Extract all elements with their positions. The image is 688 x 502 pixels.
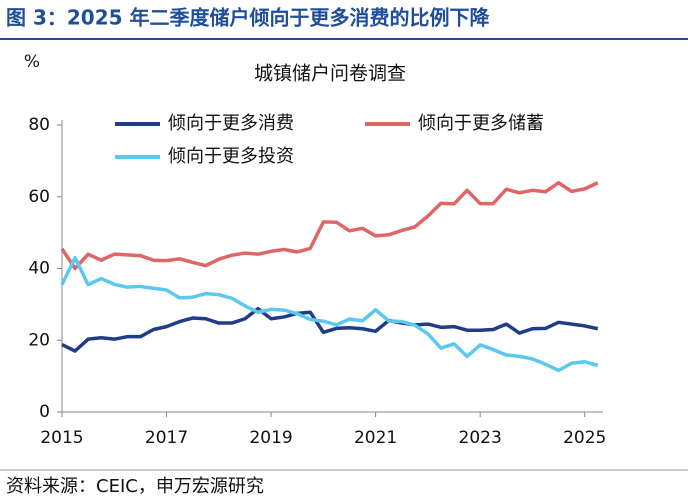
x-tick-label: 2015: [40, 428, 83, 448]
x-tick-label: 2023: [459, 428, 502, 448]
legend-label: 倾向于更多投资: [168, 146, 294, 167]
series-line: [60, 255, 599, 373]
x-tick-label: 2021: [354, 428, 397, 448]
x-tick-label: 2019: [249, 428, 292, 448]
chart-title: 城镇储户问卷调查: [254, 63, 406, 85]
y-tick-label: 40: [28, 259, 50, 279]
x-tick-label: 2017: [145, 428, 188, 448]
series-line: [61, 306, 599, 353]
figure-title: 图 3：2025 年二季度储户倾向于更多消费的比例下降: [6, 6, 491, 30]
y-tick-label: 60: [28, 187, 50, 207]
legend-label: 倾向于更多消费: [168, 113, 294, 134]
source: 资料来源：CEIC，申万宏源研究: [6, 476, 264, 497]
y-unit: %: [24, 52, 40, 72]
y-tick-label: 80: [28, 115, 50, 135]
y-tick-label: 20: [28, 330, 50, 350]
x-tick-label: 2025: [563, 428, 606, 448]
series-line: [60, 181, 599, 271]
y-tick-label: 0: [39, 402, 50, 422]
legend-label: 倾向于更多储蓄: [418, 113, 544, 134]
